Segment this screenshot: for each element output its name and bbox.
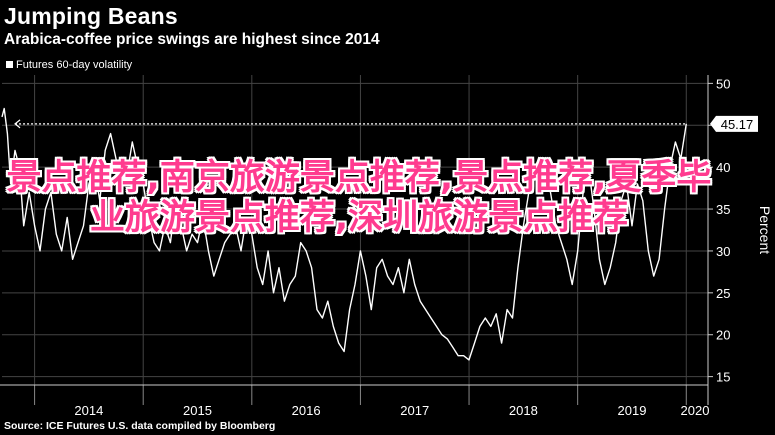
value-labels: 45.17 — [710, 115, 758, 132]
source-note: Source: ICE Futures U.S. data compiled b… — [4, 420, 276, 432]
last-value-label-box — [710, 115, 758, 132]
last-value-label: 45.17 — [721, 117, 754, 132]
x-tick-label: 2015 — [183, 403, 212, 418]
legend: Futures 60-day volatility — [6, 59, 133, 71]
x-tick-label: 2016 — [292, 403, 321, 418]
x-tick-label: 2020 — [681, 403, 710, 418]
x-tick-label: 2018 — [509, 403, 538, 418]
x-tick-label: 2019 — [618, 403, 647, 418]
y-tick-label: 40 — [716, 160, 730, 175]
y-axis-label: Percent — [757, 206, 773, 254]
x-tick-label: 2014 — [74, 403, 103, 418]
legend-label: Futures 60-day volatility — [16, 59, 133, 71]
reference-arrow — [14, 119, 21, 129]
legend-swatch — [6, 61, 13, 68]
chart-title: Jumping Beans — [4, 3, 178, 29]
y-tick-label: 15 — [716, 370, 730, 385]
chart-subtitle: Arabica-coffee price swings are highest … — [4, 31, 380, 48]
y-tick-label: 30 — [716, 244, 730, 259]
y-tick-label: 35 — [716, 202, 730, 217]
y-tick-label: 20 — [716, 328, 730, 343]
y-tick-label: 25 — [716, 286, 730, 301]
grid — [2, 75, 708, 385]
y-tick-label: 50 — [716, 76, 730, 91]
x-tick-label: 2017 — [400, 403, 429, 418]
series-layer — [1, 107, 687, 361]
series-line-volatility — [1, 107, 687, 361]
axes: 1520253035404550201420152016201720182019… — [0, 75, 773, 418]
